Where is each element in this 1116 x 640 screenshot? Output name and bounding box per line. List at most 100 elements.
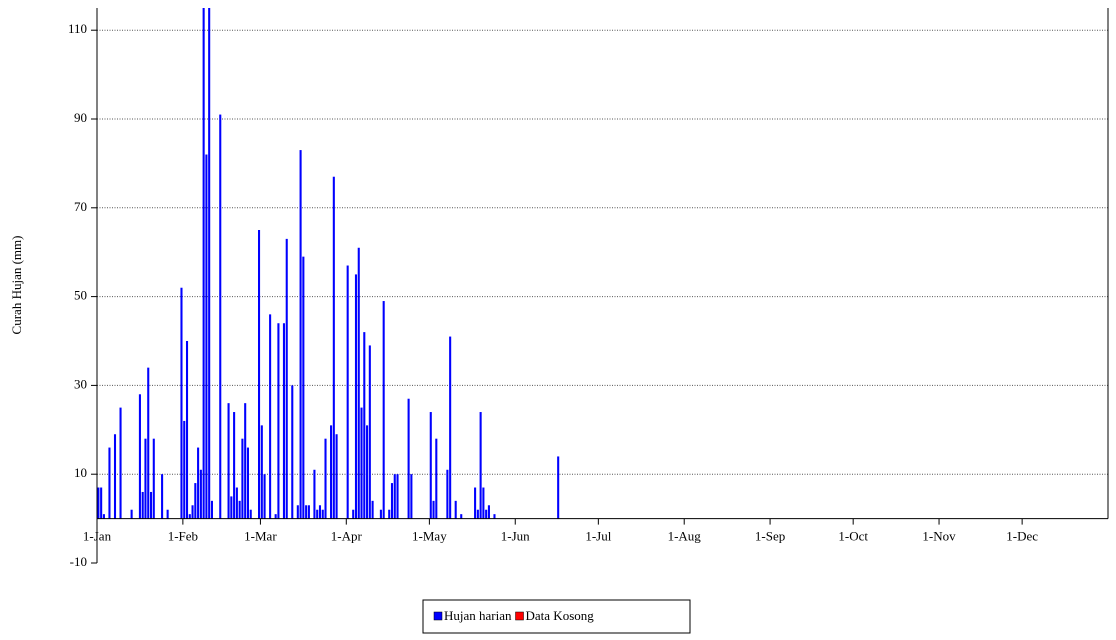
bar: [368, 345, 371, 519]
bar: [274, 514, 277, 519]
bar: [100, 487, 103, 519]
bar: [482, 487, 485, 519]
bar: [393, 474, 396, 519]
bar: [410, 474, 413, 519]
bar: [296, 505, 299, 519]
x-tick-label: 1-Sep: [755, 529, 785, 544]
y-tick-label: -10: [70, 554, 87, 569]
bar: [366, 425, 369, 519]
bar: [454, 500, 457, 519]
bar: [277, 323, 280, 519]
bar: [130, 509, 133, 519]
bar: [360, 407, 363, 519]
bar: [346, 265, 349, 519]
bar: [97, 487, 100, 519]
bar: [199, 469, 202, 519]
bar: [205, 154, 208, 519]
bar: [257, 230, 261, 519]
bar: [144, 438, 147, 519]
bar: [557, 456, 560, 519]
bar: [485, 509, 488, 519]
bar: [302, 256, 305, 519]
bar: [102, 514, 105, 519]
bar: [449, 336, 452, 519]
bar: [282, 323, 286, 519]
y-axis-label: Curah Hujan (mm): [9, 236, 24, 335]
bar: [188, 514, 191, 519]
bar: [307, 505, 310, 519]
bar: [291, 385, 294, 519]
bar: [363, 332, 366, 519]
bar: [238, 500, 241, 519]
x-tick-label: 1-Nov: [922, 529, 956, 544]
x-tick-label: 1-Oct: [838, 529, 868, 544]
bar: [446, 469, 449, 519]
bar: [324, 438, 327, 519]
bar: [390, 483, 394, 519]
bar: [493, 514, 496, 519]
x-tick-label: 1-Dec: [1006, 529, 1038, 544]
bar: [241, 438, 244, 519]
bar: [285, 238, 288, 519]
bar: [388, 509, 391, 519]
bar: [138, 394, 141, 519]
bar: [316, 509, 319, 519]
bar: [235, 487, 238, 519]
bar: [194, 483, 197, 519]
x-tick-label: 1-Feb: [168, 529, 198, 544]
bar: [185, 341, 189, 519]
bar: [149, 491, 153, 519]
legend-swatch: [433, 611, 443, 621]
bar: [119, 407, 122, 519]
bar: [352, 509, 355, 519]
bar: [332, 176, 335, 519]
y-tick-label: 10: [74, 465, 87, 480]
bar: [197, 447, 200, 519]
bar: [161, 474, 164, 519]
bar: [407, 398, 410, 519]
bar: [460, 514, 463, 519]
bar: [474, 487, 477, 519]
legend-label: Data Kosong: [526, 608, 595, 623]
legend: Hujan harian Data Kosong: [433, 608, 595, 623]
x-tick-label: 1-Aug: [668, 529, 702, 544]
legend-swatch: [515, 611, 524, 621]
bar: [147, 367, 150, 519]
bar: [354, 274, 358, 519]
y-tick-label: 50: [74, 288, 87, 303]
legend-box: [422, 599, 691, 634]
bar: [230, 496, 233, 519]
bar: [357, 247, 360, 519]
bar: [305, 505, 308, 519]
bar: [233, 412, 236, 519]
bar: [246, 447, 249, 519]
bar: [299, 150, 302, 519]
bar: [113, 434, 117, 519]
bar: [191, 505, 194, 519]
y-tick-label: 90: [74, 110, 87, 125]
x-tick-label: 1-Apr: [331, 529, 363, 544]
bar: [183, 420, 186, 519]
bar: [371, 500, 374, 519]
bar: [208, 8, 211, 519]
bar: [429, 412, 432, 519]
bar: [166, 509, 169, 519]
y-tick-label: 70: [74, 199, 87, 214]
bar: [432, 500, 435, 519]
bar: [219, 114, 222, 519]
y-tick-label: 30: [74, 376, 87, 391]
bar: [210, 500, 213, 519]
bar: [396, 474, 399, 519]
bar: [487, 505, 490, 519]
bar: [479, 412, 482, 519]
bar: [269, 314, 272, 519]
bar: [382, 301, 385, 519]
bars: [97, 8, 560, 519]
bar: [313, 469, 316, 519]
grid: [97, 29, 1108, 475]
bar: [318, 505, 322, 519]
bar: [476, 509, 479, 519]
bar: [321, 509, 324, 519]
